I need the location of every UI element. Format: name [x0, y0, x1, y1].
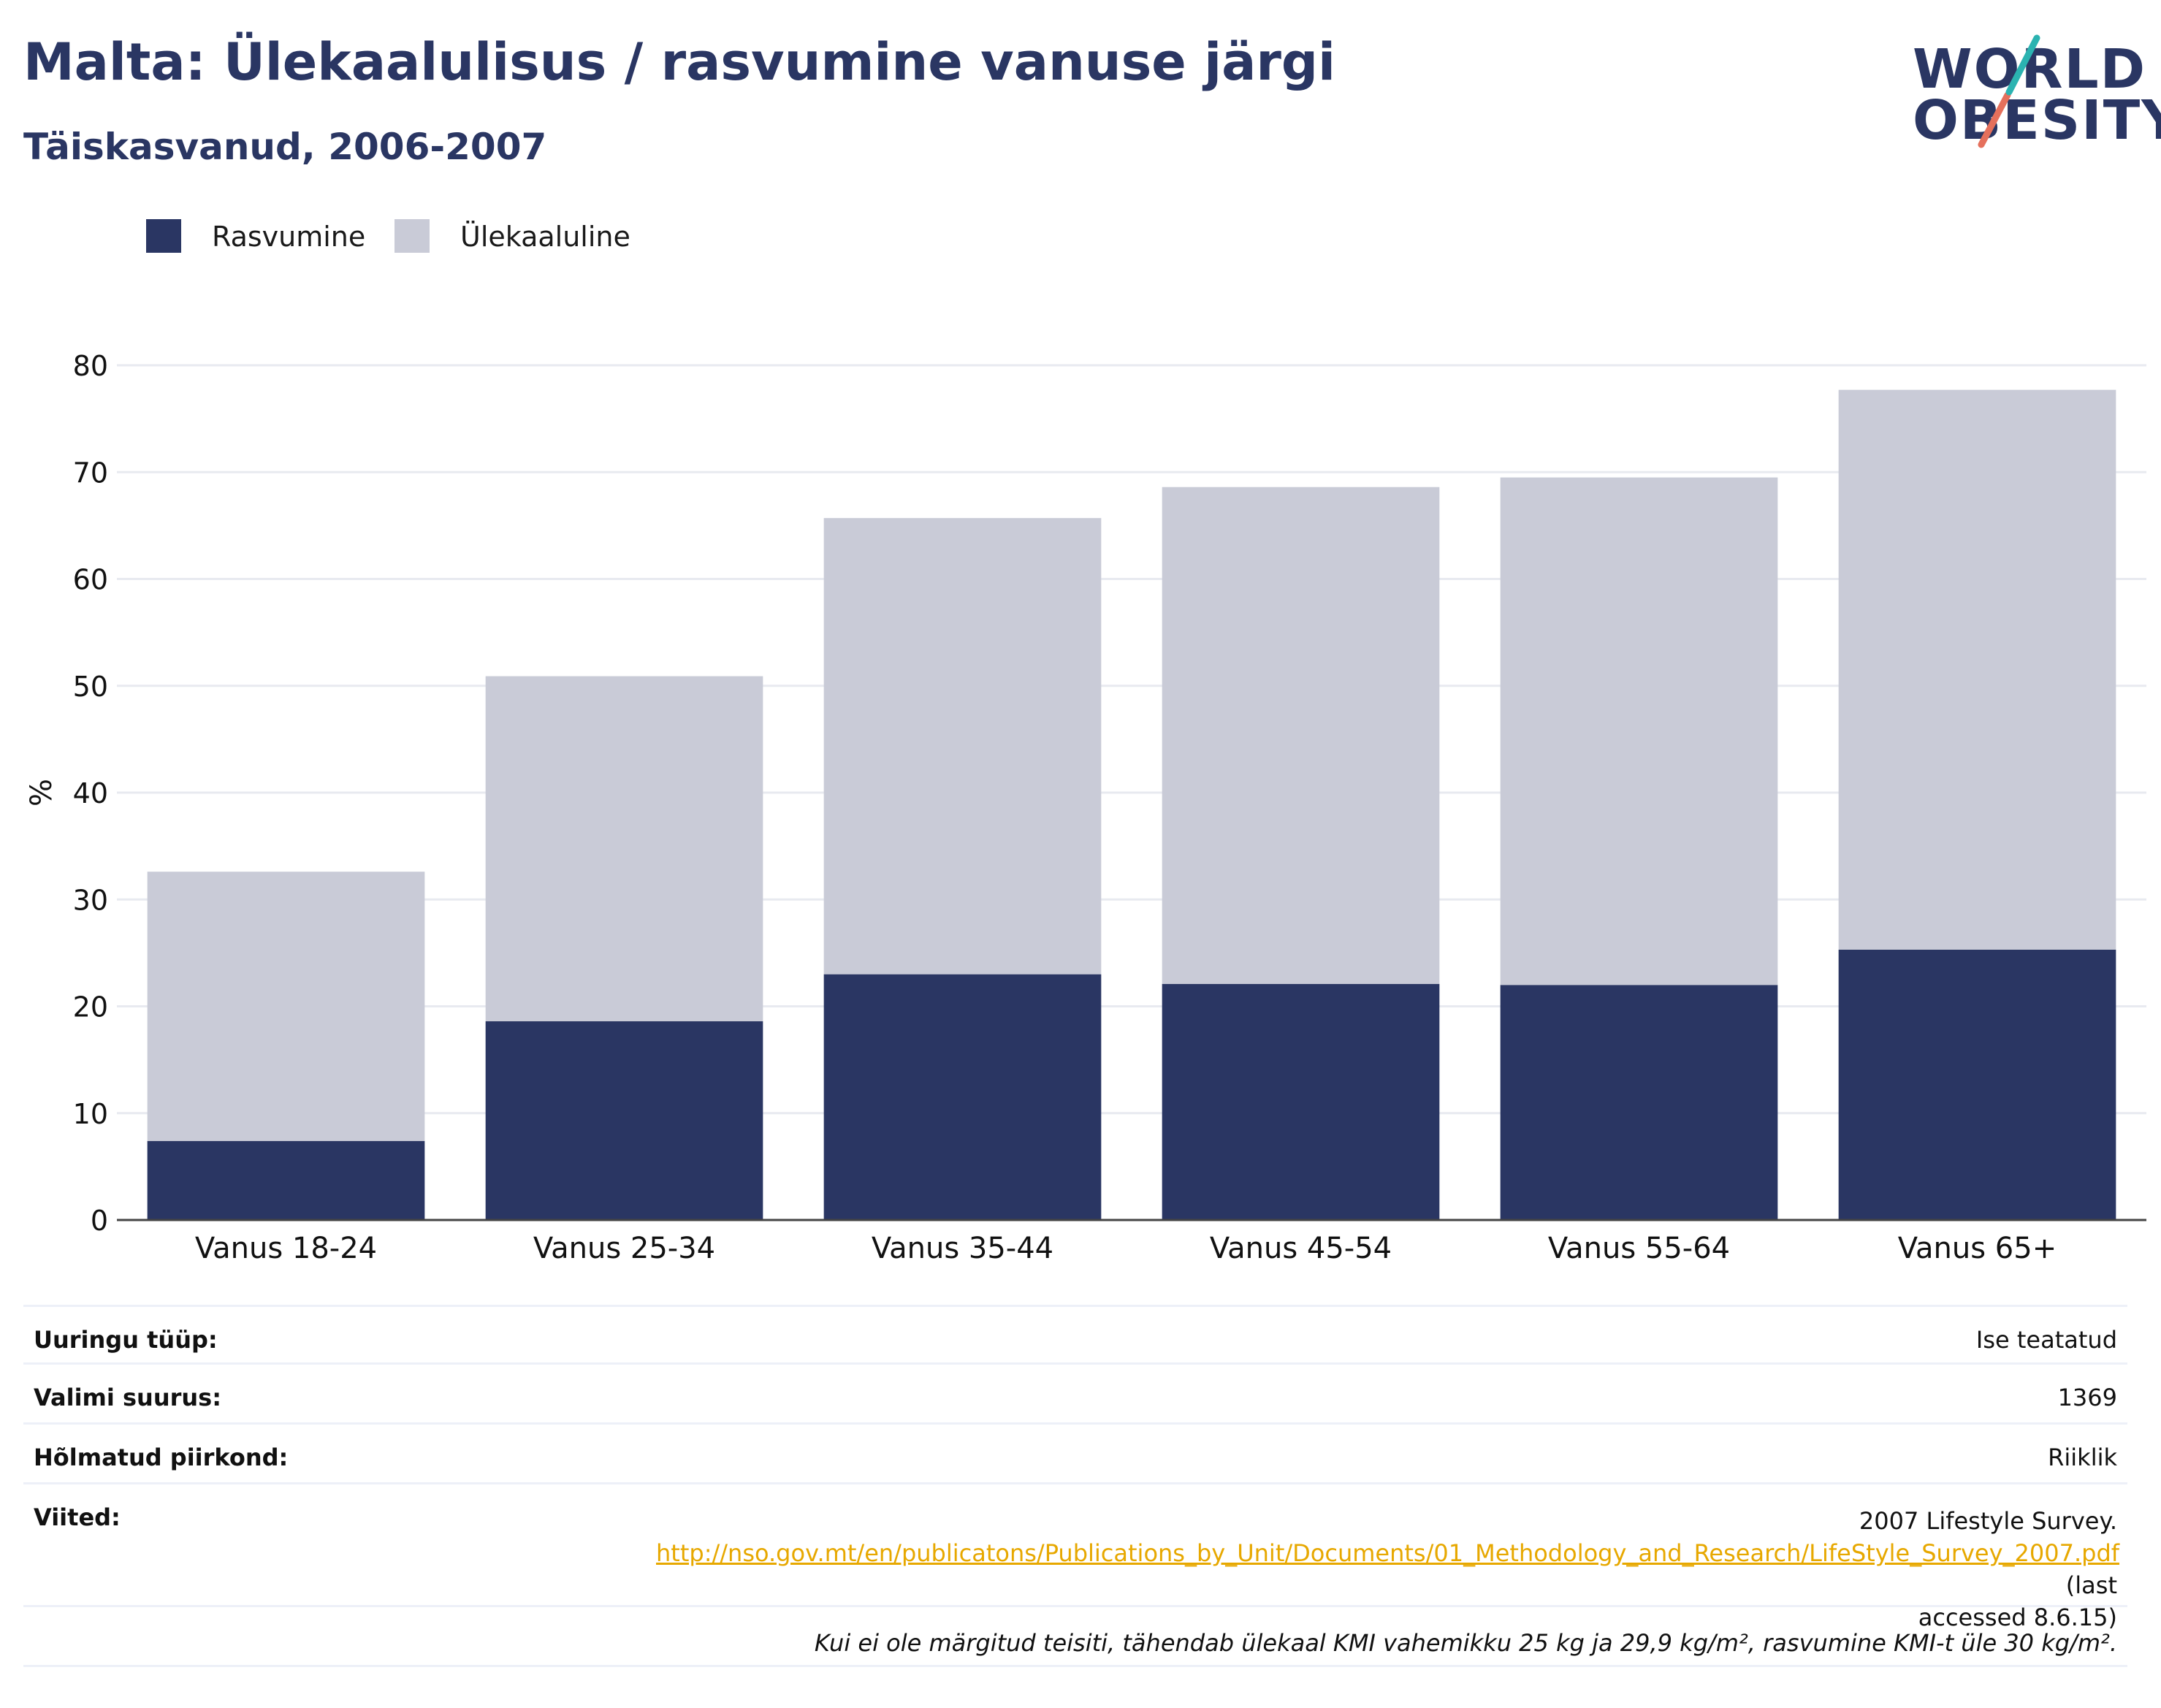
survey-type-value: Ise teatatud	[1975, 1326, 2117, 1354]
x-tick-label: Vanus 25-34	[533, 1232, 715, 1264]
y-tick-label: 10	[73, 1098, 108, 1130]
area-label: Hõlmatud piirkond:	[34, 1444, 289, 1471]
y-tick-label: 20	[73, 991, 108, 1023]
legend-label-overweight: Ülekaaluline	[460, 221, 630, 253]
legend-swatch-obesity	[146, 219, 181, 253]
x-tick-label: Vanus 55-64	[1548, 1232, 1730, 1264]
bar-segment-overweight	[147, 872, 425, 1141]
x-tick-label: Vanus 18-24	[195, 1232, 377, 1264]
references-value: 2007 Lifestyle Survey. http://nso.gov.mt…	[656, 1505, 2120, 1633]
info-row-sample-size: Valimi suurus: 1369	[23, 1365, 2127, 1425]
info-row-survey-type: Uuringu tüüp: Ise teatatud	[23, 1305, 2127, 1365]
references-text: 2007 Lifestyle Survey.	[1859, 1507, 2117, 1535]
definition-footnote: Kui ei ole märgitud teisiti, tähendab ül…	[814, 1629, 2117, 1657]
y-tick-label: 60	[73, 564, 108, 596]
x-tick-label: Vanus 35-44	[872, 1232, 1053, 1264]
chart-subtitle: Täiskasvanud, 2006-2007	[23, 126, 547, 168]
bar-segment-obesity	[1838, 949, 2116, 1220]
logo-text-obesity: OBESITY	[1913, 89, 2161, 152]
y-tick-label: 50	[73, 671, 108, 703]
references-access-part1: (last	[2065, 1571, 2117, 1599]
y-tick-label: 30	[73, 884, 108, 916]
y-tick-label: 70	[73, 457, 108, 489]
references-access-part2: accessed 8.6.15)	[1918, 1604, 2117, 1631]
x-tick-label: Vanus 45-54	[1210, 1232, 1392, 1264]
bar-segment-overweight	[1500, 477, 1778, 985]
chart-title: Malta: Ülekaalulisus / rasvumine vanuse …	[23, 32, 1335, 92]
sample-size-value: 1369	[2057, 1384, 2117, 1411]
legend-swatch-overweight	[395, 219, 430, 253]
info-row-references: Viited: 2007 Lifestyle Survey. http://ns…	[23, 1484, 2127, 1631]
stacked-bar-chart: 0 10 20 30 40 50 60 70 80% Vanus 18-24 Vanus 25-34…	[25, 350, 2146, 1264]
bar-segment-overweight	[485, 676, 763, 1021]
survey-type-label: Uuringu tüüp:	[34, 1326, 218, 1354]
logo-slash-icon	[1978, 34, 2040, 148]
bar-segment-overweight	[1838, 389, 2116, 950]
bar-segment-obesity	[147, 1140, 425, 1220]
sample-size-label: Valimi suurus:	[34, 1384, 222, 1411]
info-row-area: Hõlmatud piirkond: Riiklik	[23, 1425, 2127, 1484]
references-label: Viited:	[34, 1503, 121, 1531]
x-tick-label: Vanus 65+	[1898, 1232, 2057, 1264]
world-obesity-logo[interactable]: WORLD OBESITY	[1899, 22, 2161, 153]
y-tick-label: 40	[73, 777, 108, 809]
bar-segment-overweight	[1162, 487, 1440, 984]
area-value: Riiklik	[2048, 1444, 2117, 1471]
legend-label-obesity: Rasvumine	[212, 221, 366, 253]
y-tick-label: 80	[73, 350, 108, 382]
bar-segment-obesity	[1162, 983, 1440, 1220]
bar-segment-obesity	[1500, 985, 1778, 1220]
references-link[interactable]: http://nso.gov.mt/en/publicatons/Publica…	[656, 1539, 2120, 1567]
bar-segment-obesity	[485, 1021, 763, 1220]
y-axis-label: %	[25, 779, 58, 807]
info-row-footnote: Kui ei ole märgitud teisiti, tähendab ül…	[23, 1607, 2127, 1667]
y-tick-label: 0	[91, 1205, 108, 1237]
bar-segment-obesity	[823, 974, 1102, 1220]
bar-segment-overweight	[823, 518, 1102, 975]
survey-info-table: Uuringu tüüp: Ise teatatud Valimi suurus…	[23, 1305, 2127, 1667]
